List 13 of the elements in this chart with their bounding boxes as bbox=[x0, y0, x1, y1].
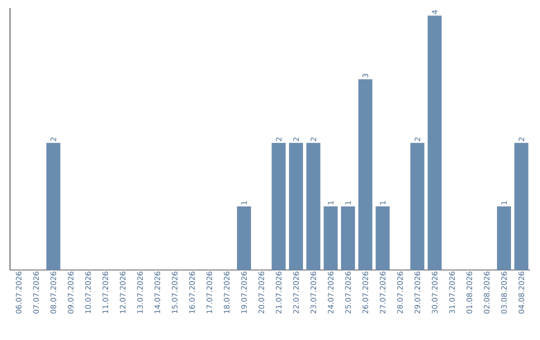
bar bbox=[306, 142, 320, 270]
bar bbox=[324, 206, 338, 270]
bar bbox=[289, 142, 304, 270]
bar bbox=[237, 206, 251, 270]
bar bbox=[358, 79, 372, 270]
bar bbox=[341, 206, 356, 270]
bar bbox=[497, 206, 512, 270]
bar bbox=[514, 142, 528, 270]
bar bbox=[376, 206, 390, 270]
bar bbox=[272, 142, 286, 270]
bar bbox=[46, 142, 60, 270]
bar bbox=[428, 16, 442, 270]
bar bbox=[410, 142, 424, 270]
